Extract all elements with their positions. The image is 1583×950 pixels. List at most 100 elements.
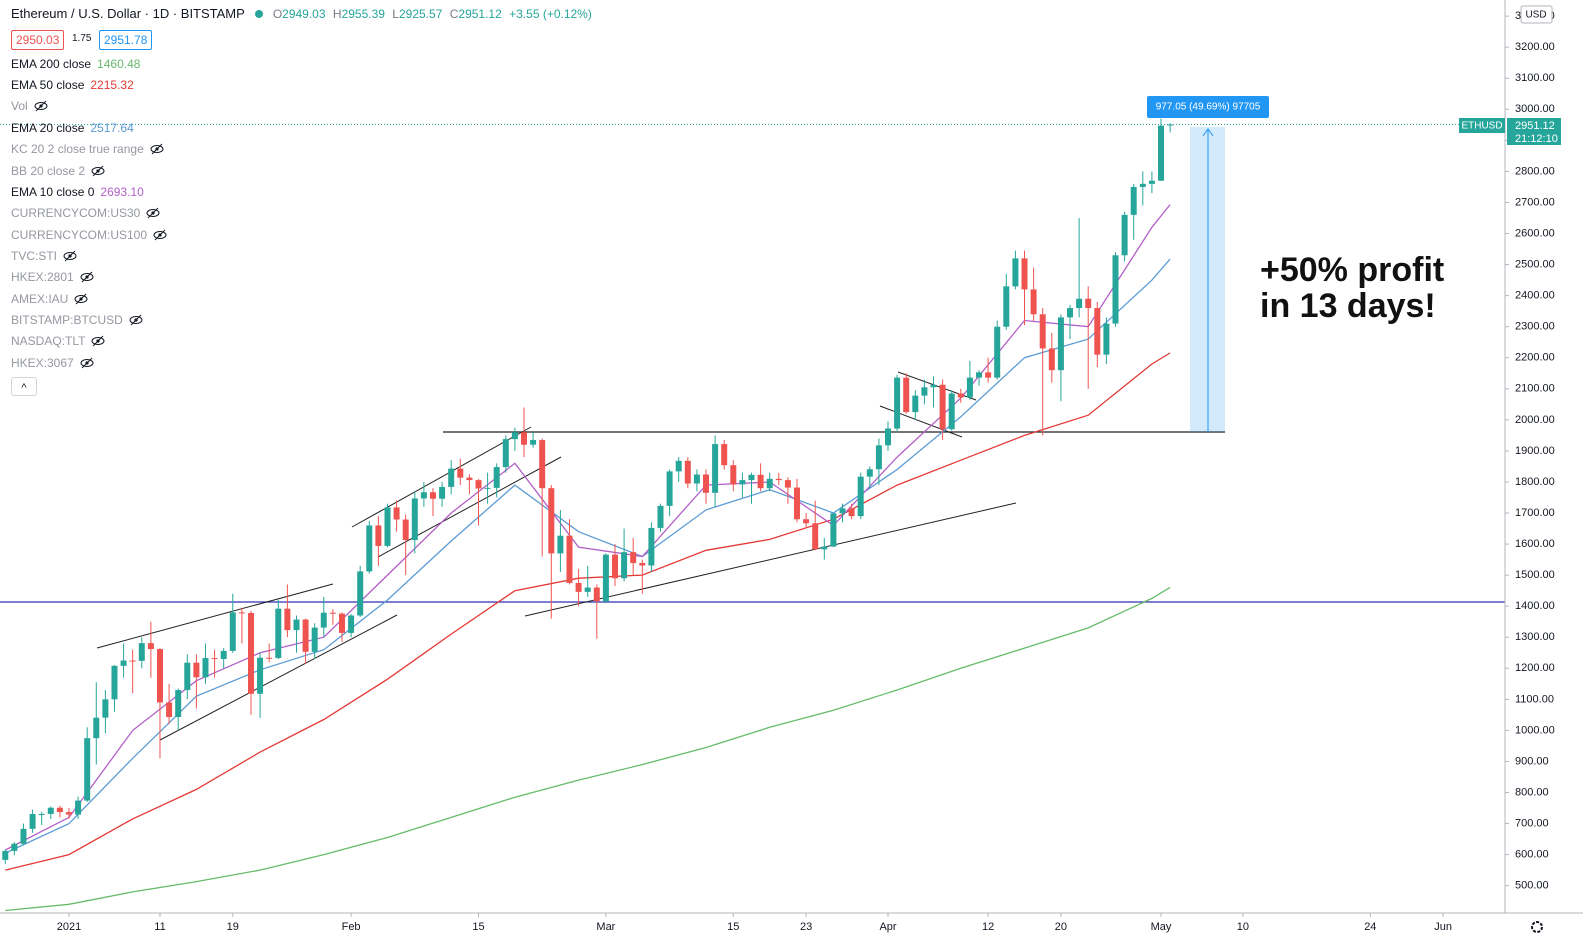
legend-row[interactable]: HKEX:3067: [11, 354, 94, 372]
candle-body: [1067, 308, 1074, 318]
legend-row[interactable]: EMA 200 close 1460.48: [11, 55, 140, 73]
candle-body: [539, 440, 546, 489]
candle-body: [894, 377, 901, 429]
candle-body: [193, 662, 200, 678]
candle-body: [311, 627, 318, 652]
candle-body: [357, 571, 364, 616]
candle-body: [439, 486, 446, 499]
settings-gear[interactable]: [1531, 921, 1543, 933]
currency-button[interactable]: [1520, 5, 1553, 24]
candle-body: [548, 488, 555, 554]
legend-row[interactable]: HKEX:2801: [11, 268, 94, 286]
candle-body: [957, 393, 964, 398]
hidden-icon[interactable]: [80, 270, 94, 284]
candle-body: [1003, 286, 1010, 327]
candle-body: [320, 612, 327, 628]
hidden-icon[interactable]: [153, 228, 167, 242]
change: +3.55 (+0.12%): [509, 6, 592, 21]
candle-body: [75, 800, 82, 815]
x-tick-label: 11: [154, 921, 165, 933]
y-tick-label: 800.00: [1515, 786, 1549, 798]
legend-row[interactable]: KC 20 2 close true range: [11, 140, 164, 158]
candle-body: [912, 395, 919, 413]
hidden-icon[interactable]: [146, 206, 160, 220]
candle-body: [584, 587, 591, 592]
trend-line: [879, 405, 963, 438]
legend-row[interactable]: CURRENCYCOM:US100: [11, 226, 167, 244]
spread: 1.75: [72, 33, 92, 44]
hidden-icon[interactable]: [34, 99, 48, 113]
plot: [0, 118, 1505, 912]
candle-body: [575, 582, 582, 592]
legend-row[interactable]: Vol: [11, 97, 48, 115]
y-tick-label: 2800.00: [1515, 165, 1555, 177]
hidden-icon[interactable]: [150, 142, 164, 156]
hidden-icon[interactable]: [63, 249, 77, 263]
hidden-icon[interactable]: [80, 356, 94, 370]
candle-body: [803, 519, 810, 524]
legend-row[interactable]: EMA 20 close 2517.64: [11, 119, 134, 137]
currency[interactable]: USD: [1525, 10, 1546, 21]
candle-body: [1030, 289, 1037, 315]
settings-icon[interactable]: [1531, 921, 1543, 933]
y-tick-label: 2000.00: [1515, 414, 1555, 426]
legend-row[interactable]: BB 20 close 2: [11, 162, 105, 180]
hidden-icon[interactable]: [129, 313, 143, 327]
y-tick-label: 500.00: [1515, 880, 1549, 892]
bid[interactable]: 2950.03: [11, 30, 65, 50]
legend-row[interactable]: AMEX:IAU: [11, 290, 88, 308]
hidden-icon[interactable]: [74, 292, 88, 306]
candle-body: [994, 326, 1001, 378]
legend-row[interactable]: EMA 50 close 2215.32: [11, 76, 134, 94]
candle-body: [766, 478, 773, 489]
ohlc-label: H: [332, 6, 342, 21]
trend-line: [377, 456, 562, 558]
candle-body: [47, 807, 54, 814]
candle-body: [1148, 180, 1155, 184]
legend-label: Vol: [11, 99, 28, 113]
candle-body: [1139, 183, 1146, 187]
x-tick-label: May: [1151, 921, 1172, 933]
candle-body: [266, 657, 273, 659]
candle-body: [885, 428, 892, 446]
symbol-title: Ethereum / U.S. Dollar · 1D · BITSTAMP: [11, 6, 245, 21]
candle-body: [329, 612, 336, 614]
trend-line: [897, 371, 977, 401]
candle-body: [976, 372, 983, 378]
legend-row[interactable]: NASDAQ:TLT: [11, 332, 105, 350]
legend-value: 2215.32: [90, 78, 134, 92]
candle-body: [693, 474, 700, 484]
candle-body: [930, 384, 937, 388]
candle-body: [302, 619, 309, 652]
candle-body: [147, 643, 154, 650]
collapse-button[interactable]: ^: [11, 377, 37, 396]
candle-body: [102, 699, 109, 718]
y-tick-label: 2300.00: [1515, 321, 1555, 333]
legend-label: KC 20 2 close true range: [11, 142, 144, 156]
candle-body: [20, 828, 27, 844]
candle-body: [29, 813, 36, 829]
y-tick-label: 1300.00: [1515, 631, 1555, 643]
legend-row[interactable]: EMA 10 close 0 2693.10: [11, 183, 144, 201]
candle-body: [84, 738, 91, 801]
ask[interactable]: 2951.78: [99, 30, 153, 50]
legend-row[interactable]: TVC:STI: [11, 247, 77, 265]
y-tick-label: 1900.00: [1515, 445, 1555, 457]
candle-body: [384, 507, 391, 546]
legend-row[interactable]: CURRENCYCOM:US30: [11, 204, 160, 222]
hidden-icon[interactable]: [91, 164, 105, 178]
measure-arrowhead: [1202, 128, 1214, 137]
ohlc-label: O: [272, 6, 283, 21]
candle-body: [202, 658, 209, 678]
legend-label: EMA 200 close: [11, 57, 92, 71]
candle-body: [275, 608, 282, 659]
legend-value: 2693.10: [100, 185, 144, 199]
candle-body: [1085, 298, 1092, 309]
hidden-icon[interactable]: [91, 334, 105, 348]
candle-body: [775, 478, 782, 481]
ohlc: O2949.03 H2955.39 L2925.57 C2951.12 +3.5…: [273, 7, 596, 21]
last-price: 2951.12: [1515, 120, 1555, 132]
legend-row[interactable]: BITSTAMP:BTCUSD: [11, 311, 143, 329]
trend-line: [159, 614, 398, 741]
candle-body: [493, 467, 500, 488]
